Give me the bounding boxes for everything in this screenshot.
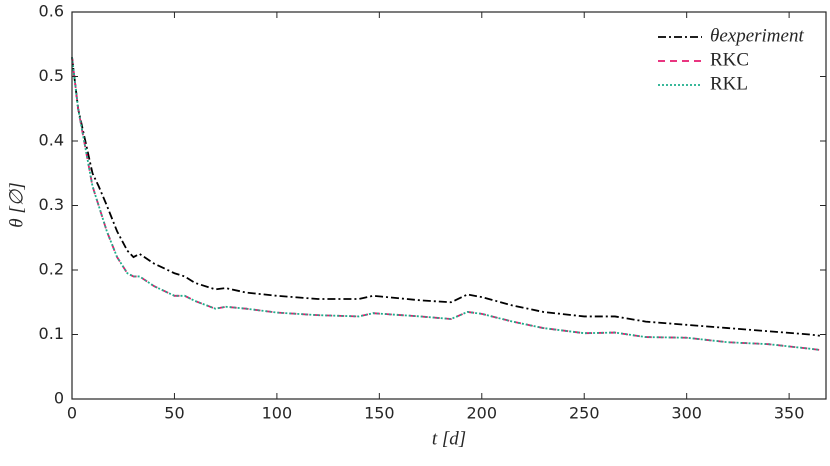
x-tick-label: 50: [164, 404, 184, 423]
y-tick-label: 0.6: [39, 2, 64, 21]
x-tick-label: 350: [774, 404, 805, 423]
y-tick-label: 0.2: [39, 260, 64, 279]
legend-label: RKC: [710, 49, 749, 70]
x-tick-label: 200: [467, 404, 498, 423]
y-tick-label: 0.1: [39, 324, 64, 343]
x-tick-label: 150: [364, 404, 395, 423]
y-tick-label: 0.4: [39, 131, 64, 150]
y-tick-label: 0.3: [39, 195, 64, 214]
y-axis-label: θ [∅]: [6, 182, 27, 227]
data-line: [71, 57, 820, 337]
x-tick-label: 300: [671, 404, 702, 423]
legend-label: RKL: [710, 73, 748, 94]
data-line: [71, 57, 820, 351]
legend-label: θexperiment: [710, 25, 804, 46]
y-tick-label: 0: [54, 389, 64, 408]
x-tick-label: 250: [569, 404, 600, 423]
data-line: [71, 57, 820, 351]
x-axis-label: t [d]: [432, 428, 466, 449]
x-tick-label: 0: [67, 404, 77, 423]
y-tick-label: 0.5: [39, 66, 64, 85]
x-tick-label: 100: [262, 404, 293, 423]
